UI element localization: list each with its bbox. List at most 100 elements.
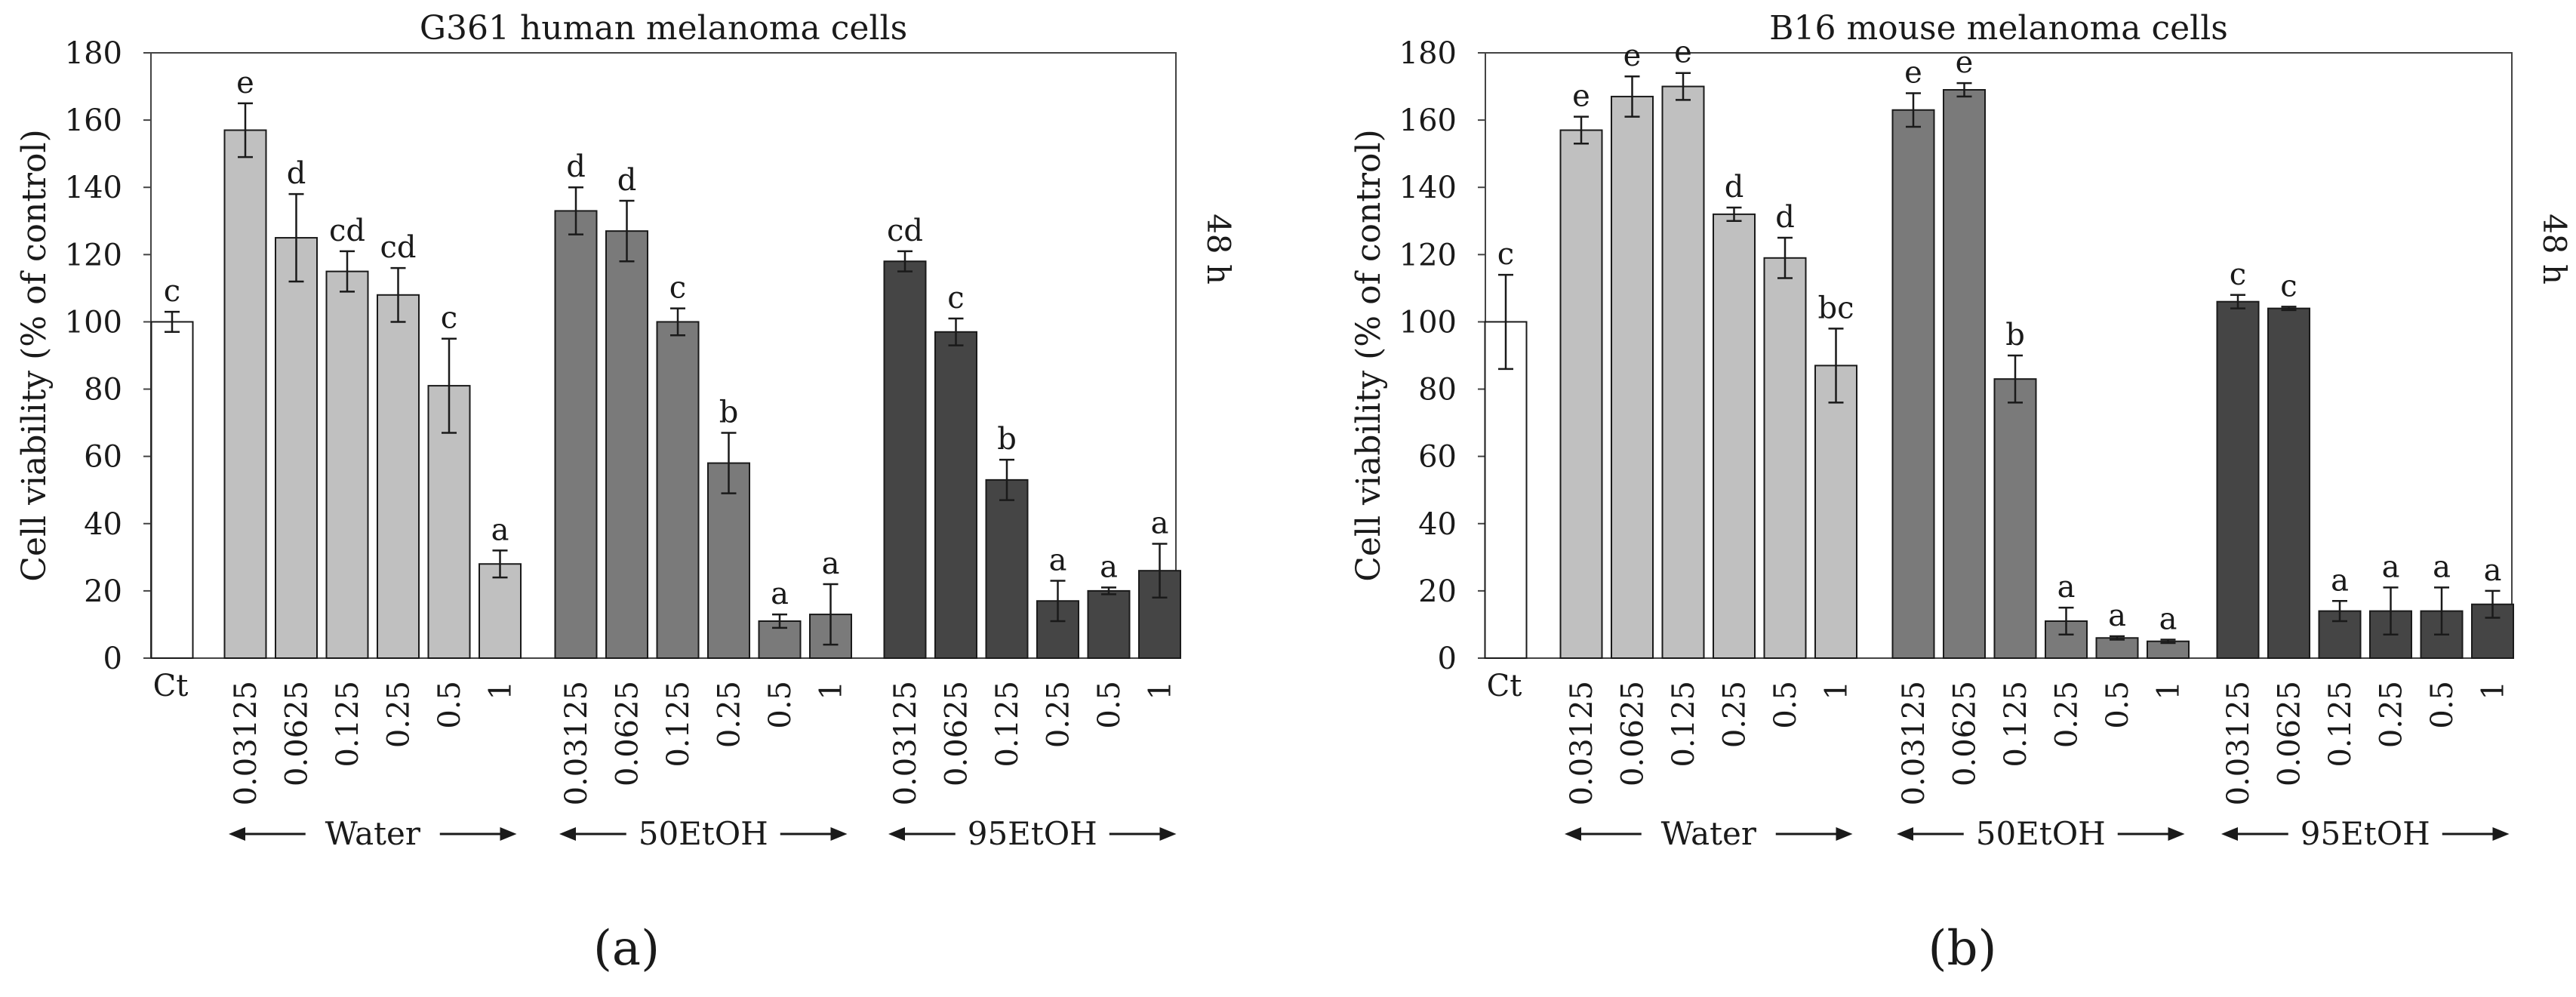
significance-label: a xyxy=(771,577,789,611)
y-tick-label: 120 xyxy=(1399,238,1457,272)
bar xyxy=(707,462,750,659)
bar xyxy=(2095,637,2139,659)
x-tick-label: 0.5 xyxy=(2425,681,2460,729)
x-tick-label: 0.0625 xyxy=(280,681,315,786)
x-tick-label: 0.0625 xyxy=(1948,681,1983,786)
panel-label: (b) xyxy=(1928,921,1997,977)
bar xyxy=(1611,95,1654,659)
y-tick-label: 80 xyxy=(84,373,122,408)
bar xyxy=(377,294,420,659)
y-tick-label: 180 xyxy=(65,36,122,71)
x-tick-label: 0.0625 xyxy=(1616,681,1651,786)
x-tick-label: 0.125 xyxy=(990,681,1025,768)
y-tick-label: 160 xyxy=(1399,103,1457,138)
significance-label: bc xyxy=(1817,291,1854,325)
chart-panel-a: G361 human melanoma cells 0 20 40 60 80 100 120… xyxy=(15,9,1237,977)
group-label: Water xyxy=(1661,815,1757,852)
x-tick-label: 0.25 xyxy=(2050,681,2085,748)
panel-label: (a) xyxy=(593,921,660,977)
x-tick-label: 1 xyxy=(814,681,849,700)
significance-label: a xyxy=(2108,599,2126,633)
arrow-left-icon xyxy=(559,827,576,841)
y-axis-label: Cell viability (% of control) xyxy=(15,129,54,582)
bar xyxy=(325,270,369,660)
y-tick-label: 20 xyxy=(84,574,122,609)
x-tick-label: 1 xyxy=(1143,681,1178,700)
group-label: 50EtOH xyxy=(1976,815,2106,852)
bar xyxy=(656,321,700,659)
bar xyxy=(883,260,927,659)
x-tick-label: 1 xyxy=(484,681,519,700)
significance-label: c xyxy=(2230,257,2246,292)
significance-label: c xyxy=(2280,269,2297,303)
y-tick-label: 40 xyxy=(1418,507,1457,542)
chart-title: B16 mouse melanoma cells xyxy=(1769,9,2228,48)
significance-label: a xyxy=(2331,563,2349,598)
bar xyxy=(934,331,977,659)
bar xyxy=(1814,365,1857,659)
x-tick-label: 0.03125 xyxy=(1565,681,1599,805)
significance-label: c xyxy=(1497,237,1514,272)
x-tick-label: Ct xyxy=(1487,669,1522,703)
bar xyxy=(1713,213,1756,660)
arrow-right-icon xyxy=(1159,827,1177,841)
significance-label: a xyxy=(1100,549,1118,584)
x-tick-label: 0.25 xyxy=(712,681,747,748)
significance-label: e xyxy=(1623,38,1642,73)
x-tick-label: Ct xyxy=(153,669,189,703)
significance-label: c xyxy=(441,301,457,336)
arrow-right-icon xyxy=(2492,827,2510,841)
x-tick-label: 0.03125 xyxy=(1897,681,1931,805)
bar xyxy=(223,129,267,659)
y-tick-label: 120 xyxy=(65,238,122,272)
y-tick-label: 140 xyxy=(1399,171,1457,205)
y-tick-label: 180 xyxy=(1399,36,1457,71)
significance-label: e xyxy=(1904,55,1922,90)
y-tick-label: 0 xyxy=(103,642,122,676)
x-tick-label: 0.03125 xyxy=(559,681,594,805)
arrow-right-icon xyxy=(2168,827,2185,841)
significance-label: a xyxy=(491,512,509,547)
side-label: 48 h xyxy=(2536,214,2573,285)
y-tick-label: 60 xyxy=(1418,440,1457,475)
significance-label: d xyxy=(287,156,306,191)
bar xyxy=(150,321,194,659)
significance-label: b xyxy=(2005,318,2025,352)
arrow-left-icon xyxy=(1897,827,1913,841)
significance-label: c xyxy=(669,271,686,306)
x-tick-label: 0.125 xyxy=(1999,681,2033,768)
significance-label: e xyxy=(1572,79,1590,114)
x-tick-label: 0.0625 xyxy=(2273,681,2307,786)
significance-label: d xyxy=(617,163,637,198)
significance-label: e xyxy=(1674,35,1692,70)
x-tick-label: 0.125 xyxy=(661,681,696,768)
significance-label: b xyxy=(997,422,1017,457)
y-tick-label: 40 xyxy=(84,507,122,542)
bar xyxy=(2216,300,2260,659)
x-tick-label: 0.5 xyxy=(1092,681,1127,729)
x-tick-label: 1 xyxy=(1820,681,1854,700)
bar xyxy=(1087,589,1131,660)
x-tick-label: 1 xyxy=(2476,681,2511,700)
chart-title: G361 human melanoma cells xyxy=(420,9,907,48)
y-tick-label: 0 xyxy=(1438,642,1457,676)
arrow-left-icon xyxy=(1565,827,1581,841)
y-tick-label: 100 xyxy=(1399,305,1457,340)
y-tick-label: 140 xyxy=(65,171,122,205)
group-label: 95EtOH xyxy=(2301,815,2430,852)
significance-label: c xyxy=(947,281,964,315)
y-tick-label: 160 xyxy=(65,103,122,138)
bar xyxy=(1891,109,1935,659)
arrow-right-icon xyxy=(500,827,517,841)
bar xyxy=(1661,85,1705,660)
x-tick-label: 0.125 xyxy=(2323,681,2358,768)
bar xyxy=(1763,257,1807,659)
bar xyxy=(275,237,318,659)
y-tick-label: 20 xyxy=(1418,574,1457,609)
side-label: 48 h xyxy=(1200,214,1237,285)
x-tick-label: 0.25 xyxy=(382,681,417,748)
bar xyxy=(554,210,598,659)
significance-label: a xyxy=(822,546,840,581)
group-label: 95EtOH xyxy=(968,815,1097,852)
